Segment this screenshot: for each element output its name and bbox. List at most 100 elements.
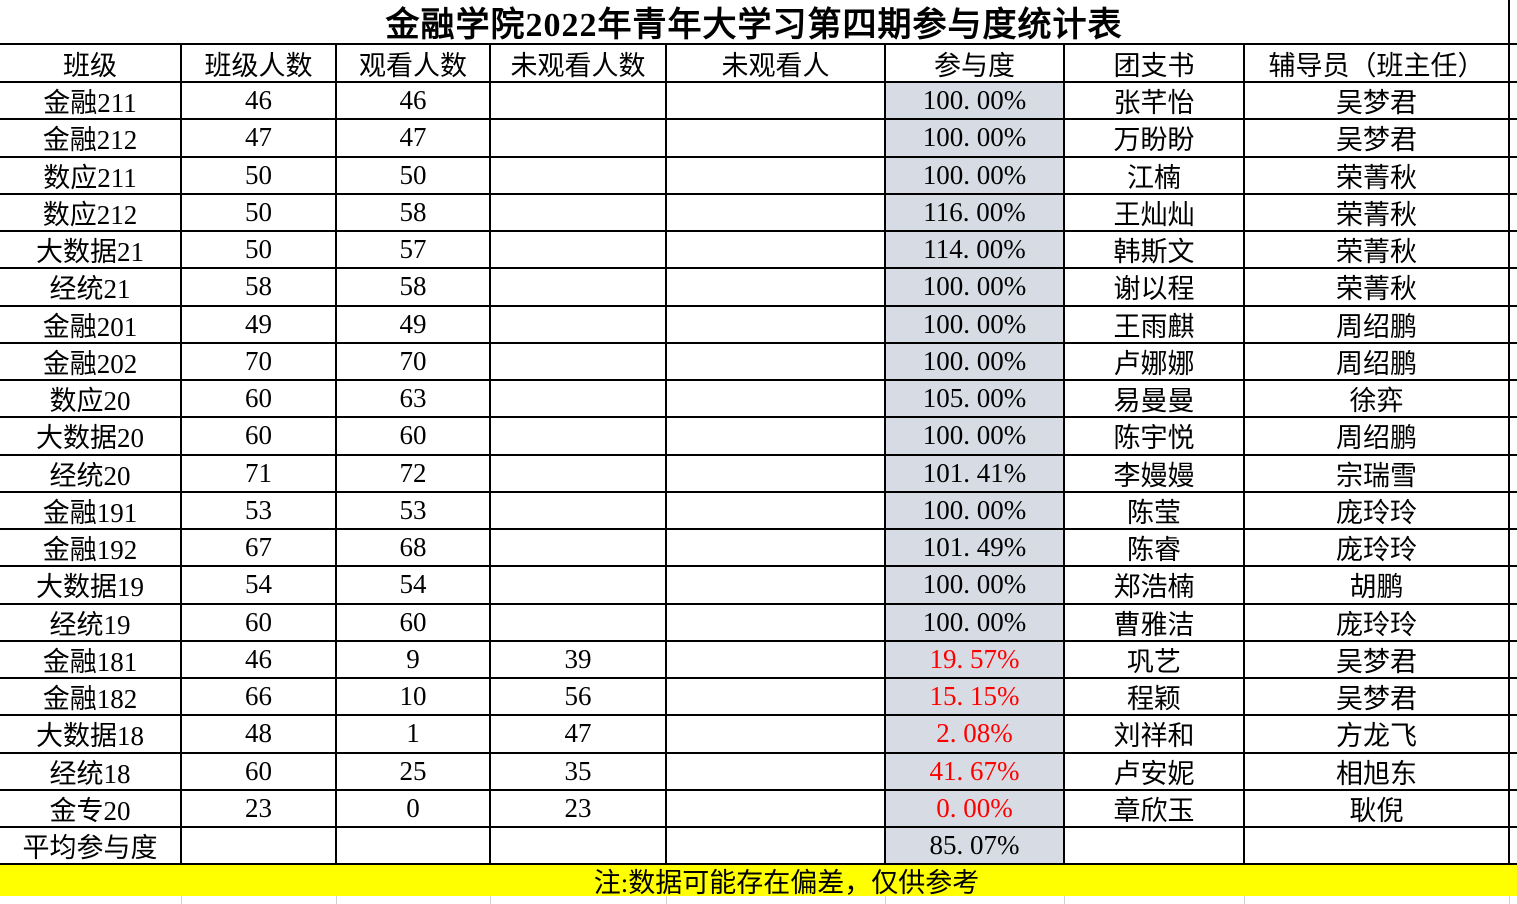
row-edge-filler (1510, 567, 1517, 602)
table-row: 金融201 49 49 100. 00% 王雨麒 周绍鹏 (0, 306, 1517, 344)
cell-watched-count: 46 (337, 83, 491, 119)
cell-class: 金融191 (0, 492, 182, 528)
cell-class: 大数据18 (0, 716, 182, 752)
row-edge-filler (1510, 120, 1517, 155)
table-row: 大数据20 60 60 100. 00% 陈宇悦 周绍鹏 (0, 418, 1517, 456)
cell-class-size: 66 (182, 679, 337, 715)
cell-class: 金融181 (0, 641, 182, 677)
cell-class: 大数据21 (0, 232, 182, 268)
cell-secretary: 程颖 (1065, 679, 1245, 715)
cell-unwatched-names (667, 194, 886, 230)
cell-counselor: 荣菁秋 (1245, 232, 1510, 268)
cell-secretary: 陈睿 (1065, 530, 1245, 566)
cell-watched-count: 58 (337, 269, 491, 305)
cell-class: 金融202 (0, 343, 182, 379)
cell-unwatched-names (667, 530, 886, 566)
cell-participation: 15. 15% (886, 679, 1065, 715)
cell-unwatched-names (667, 828, 886, 864)
column-header-unwatched-count: 未观看人数 (491, 45, 667, 81)
row-edge-filler (1510, 605, 1517, 640)
table-row: 经统18 60 25 35 41. 67% 卢安妮 相旭东 (0, 753, 1517, 791)
cell-watched-count (337, 828, 491, 864)
cell-secretary: 谢以程 (1065, 269, 1245, 305)
table-row: 金融182 66 10 56 15. 15% 程颖 吴梦君 (0, 679, 1517, 717)
cell-participation: 101. 41% (886, 455, 1065, 491)
cell-unwatched-count (491, 604, 667, 640)
cell-secretary: 江楠 (1065, 157, 1245, 193)
cell-class-size: 58 (182, 269, 337, 305)
table-row: 经统21 58 58 100. 00% 谢以程 荣菁秋 (0, 269, 1517, 307)
cell-unwatched-names (667, 753, 886, 789)
cell-secretary: 卢安妮 (1065, 753, 1245, 789)
cell-class: 金融182 (0, 679, 182, 715)
cell-counselor: 方龙飞 (1245, 716, 1510, 752)
row-edge-filler (1510, 344, 1517, 379)
cell-unwatched-count: 39 (491, 641, 667, 677)
cell-unwatched-names (667, 418, 886, 454)
table-row: 大数据19 54 54 100. 00% 郑浩楠 胡鹏 (0, 567, 1517, 605)
cell-participation: 19. 57% (886, 641, 1065, 677)
cell-unwatched-count (491, 343, 667, 379)
table-row: 金专20 23 0 23 0. 00% 章欣玉 耿倪 (0, 790, 1517, 828)
cell-watched-count: 68 (337, 530, 491, 566)
cell-class: 金融212 (0, 120, 182, 156)
cell-participation: 0. 00% (886, 790, 1065, 826)
cell-unwatched-names (667, 716, 886, 752)
cell-class-size: 46 (182, 83, 337, 119)
cell-watched-count: 10 (337, 679, 491, 715)
cell-participation: 100. 00% (886, 83, 1065, 119)
cell-class-size: 60 (182, 418, 337, 454)
table-row: 金融212 47 47 100. 00% 万盼盼 吴梦君 (0, 120, 1517, 158)
cell-secretary: 章欣玉 (1065, 790, 1245, 826)
table-row: 金融211 46 46 100. 00% 张芊怡 吴梦君 (0, 83, 1517, 121)
cell-unwatched-names (667, 381, 886, 417)
cell-class-size: 50 (182, 157, 337, 193)
cell-class-size: 53 (182, 492, 337, 528)
cell-counselor: 周绍鹏 (1245, 306, 1510, 342)
cell-participation: 101. 49% (886, 530, 1065, 566)
cell-class-size: 67 (182, 530, 337, 566)
cell-participation: 41. 67% (886, 753, 1065, 789)
cell-class-size: 49 (182, 306, 337, 342)
cell-participation: 100. 00% (886, 343, 1065, 379)
cell-unwatched-names (667, 232, 886, 268)
page-title: 金融学院2022年青年大学习第四期参与度统计表 (0, 0, 1510, 44)
cell-unwatched-count: 23 (491, 790, 667, 826)
column-header-class-size: 班级人数 (182, 45, 337, 81)
cell-unwatched-names (667, 269, 886, 305)
cell-unwatched-count (491, 120, 667, 156)
row-edge-filler (1510, 307, 1517, 342)
row-edge-filler (1510, 530, 1517, 565)
cell-unwatched-count (491, 381, 667, 417)
cell-participation: 114. 00% (886, 232, 1065, 268)
title-row: 金融学院2022年青年大学习第四期参与度统计表 (0, 0, 1517, 45)
cell-counselor: 相旭东 (1245, 753, 1510, 789)
cell-participation: 100. 00% (886, 418, 1065, 454)
cell-watched-count: 25 (337, 753, 491, 789)
cell-watched-count: 57 (337, 232, 491, 268)
cell-watched-count: 49 (337, 306, 491, 342)
cell-class: 金融211 (0, 83, 182, 119)
cell-watched-count: 47 (337, 120, 491, 156)
cell-counselor (1245, 828, 1510, 864)
cell-participation: 100. 00% (886, 269, 1065, 305)
cell-unwatched-count (491, 157, 667, 193)
cell-class: 大数据20 (0, 418, 182, 454)
table-body: 金融211 46 46 100. 00% 张芊怡 吴梦君 金融212 47 47… (0, 83, 1517, 866)
cell-class-size: 23 (182, 790, 337, 826)
column-header-counselor: 辅导员（班主任） (1245, 45, 1510, 81)
cell-secretary: 巩艺 (1065, 641, 1245, 677)
cell-secretary: 韩斯文 (1065, 232, 1245, 268)
cell-secretary: 卢娜娜 (1065, 343, 1245, 379)
cell-counselor: 宗瑞雪 (1245, 455, 1510, 491)
cell-unwatched-count (491, 83, 667, 119)
table-row: 大数据21 50 57 114. 00% 韩斯文 荣菁秋 (0, 232, 1517, 270)
table-row: 金融192 67 68 101. 49% 陈睿 庞玲玲 (0, 530, 1517, 568)
cell-secretary: 张芊怡 (1065, 83, 1245, 119)
cell-class: 数应20 (0, 381, 182, 417)
table-row: 金融181 46 9 39 19. 57% 巩艺 吴梦君 (0, 641, 1517, 679)
cell-class: 经统18 (0, 753, 182, 789)
table-row: 经统20 71 72 101. 41% 李嫚嫚 宗瑞雪 (0, 455, 1517, 493)
cell-secretary: 刘祥和 (1065, 716, 1245, 752)
